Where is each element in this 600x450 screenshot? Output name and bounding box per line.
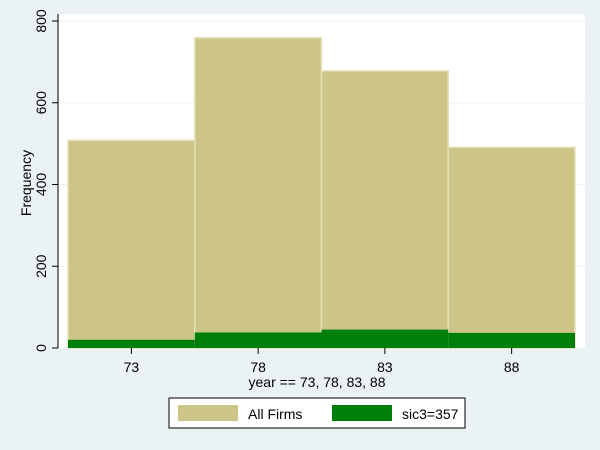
- y-axis-label: Frequency: [18, 150, 34, 216]
- bar-sic3-357: [321, 329, 449, 348]
- x-tick-label: 88: [504, 359, 520, 375]
- y-tick-label: 600: [33, 91, 49, 115]
- bar-all-firms: [67, 139, 196, 349]
- bar-sic3-357: [194, 332, 322, 348]
- bar-all-firms: [447, 146, 576, 349]
- x-axis-label: year == 73, 78, 83, 88: [249, 374, 386, 390]
- y-tick-label: 800: [33, 9, 49, 33]
- legend-swatch-sic3-357: [332, 405, 392, 421]
- y-tick-label: 400: [33, 173, 49, 197]
- bar-sic3-357: [68, 339, 195, 348]
- x-axis-ticks: 73 78 83 88: [124, 348, 520, 375]
- x-tick-label: 78: [250, 359, 266, 375]
- x-tick-label: 73: [124, 359, 140, 375]
- y-tick-label: 0: [33, 344, 49, 352]
- legend-swatch-all-firms: [178, 405, 238, 421]
- legend-label-all-firms: All Firms: [248, 406, 302, 422]
- bar-sic3-357: [448, 332, 575, 348]
- x-tick-label: 83: [377, 359, 393, 375]
- y-axis-ticks: 0 200 400 600 800: [33, 9, 58, 352]
- y-tick-label: 200: [33, 254, 49, 278]
- series-sic3-357: [68, 329, 575, 348]
- legend-label-sic3-357: sic3=357: [402, 406, 459, 422]
- bar-all-firms: [194, 37, 323, 349]
- legend: All Firms sic3=357: [168, 397, 466, 429]
- bar-all-firms: [320, 70, 449, 349]
